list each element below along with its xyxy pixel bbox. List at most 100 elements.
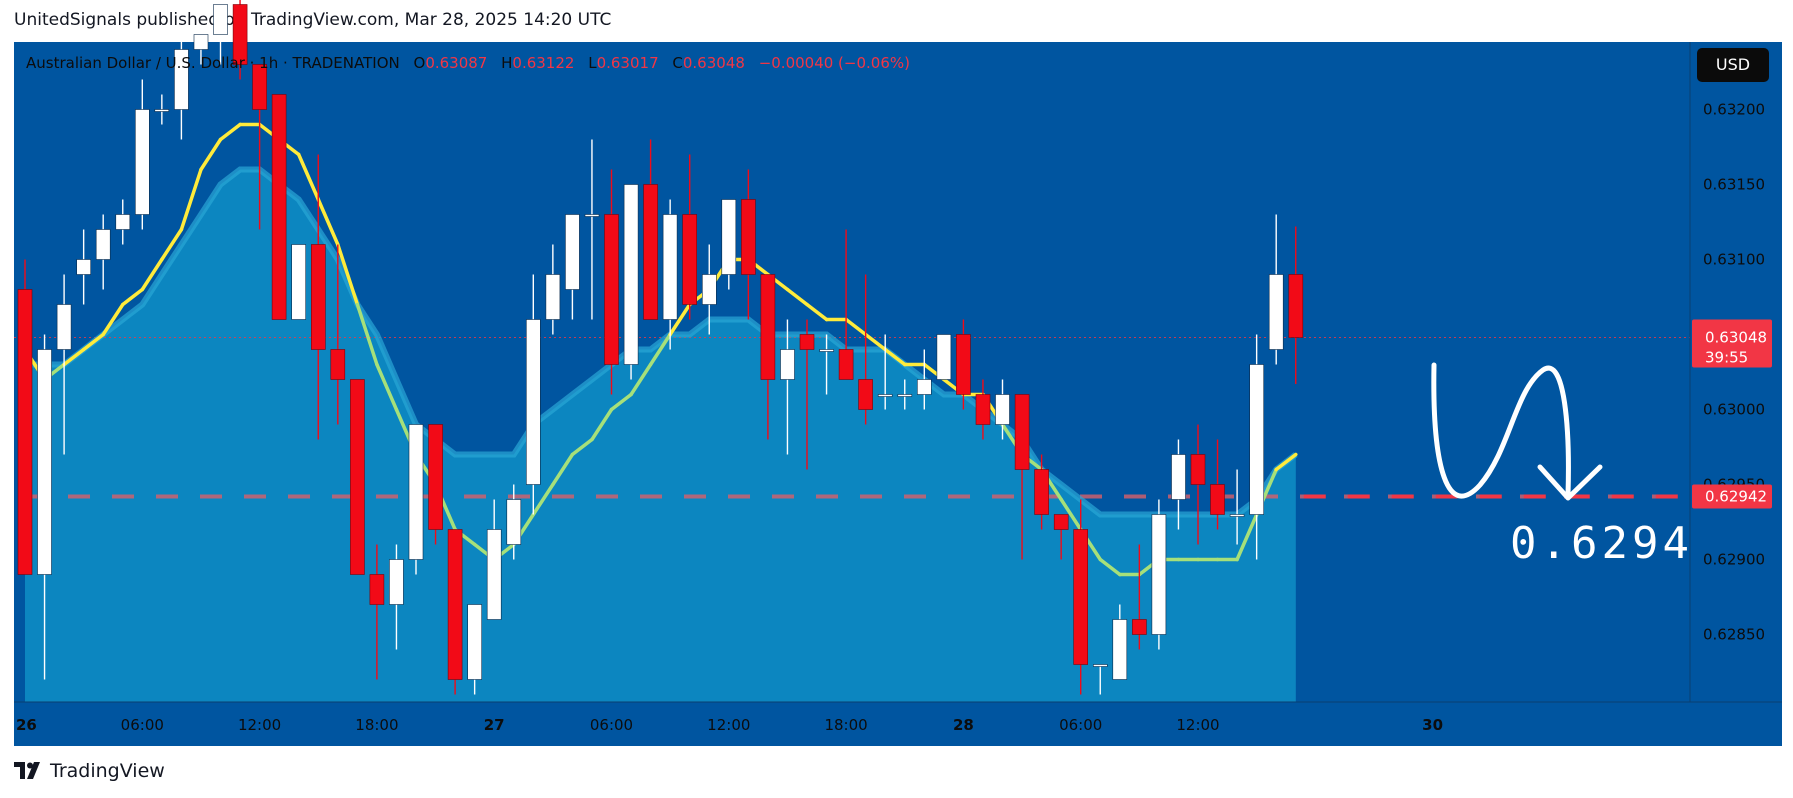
candle-body [838, 349, 854, 380]
candle-body [1112, 619, 1128, 680]
candle-body [135, 109, 150, 215]
y-tick-label: 0.63200 [1703, 101, 1765, 119]
candle-body [897, 394, 913, 397]
candle-body [956, 334, 971, 395]
price-tags: 0.63048 39:55 0.62942 [1692, 319, 1772, 509]
slow-ma-path [25, 166, 1298, 518]
slow-ma-fill [25, 169, 1296, 702]
fast-ma-segment [844, 317, 868, 337]
candle-body [1073, 529, 1088, 665]
candle-body [545, 274, 561, 320]
candle-body [369, 574, 385, 605]
symbol-name: Australian Dollar / U.S. Dollar · 1h · T… [26, 54, 400, 72]
candle-body [95, 229, 111, 260]
fast-ma-segment [140, 257, 164, 292]
candle-body [447, 529, 463, 680]
x-tick-label: 06:00 [121, 716, 164, 734]
candle-body [1151, 514, 1167, 635]
x-tick-label: 27 [484, 716, 505, 734]
time-axis: 26 06:00 12:00 18:00 27 06:00 12:00 18:00 28 06:0… [14, 701, 1782, 734]
x-tick-label: 12:00 [707, 716, 750, 734]
candle-body [271, 94, 287, 320]
target-price-tag [1692, 484, 1772, 509]
candle-body [252, 64, 267, 110]
candle-body [1229, 514, 1245, 517]
fast-ma-segment [785, 287, 809, 307]
candle-body [1014, 394, 1030, 470]
candle-body [1171, 454, 1186, 500]
candles [17, 0, 1304, 695]
candle-body [1268, 274, 1284, 350]
slow-ma-line [25, 166, 1298, 518]
x-tick-label: 30 [1422, 716, 1443, 734]
candle-body [213, 4, 228, 35]
candle-body [389, 559, 404, 605]
fast-ma-segment [336, 242, 360, 307]
fast-ma-segment [121, 287, 145, 307]
symbol-legend: Australian Dollar / U.S. Dollar · 1h · T… [26, 54, 910, 72]
candle-body [662, 214, 678, 320]
candle-body [193, 34, 209, 50]
projection-annotation: 0.6294 [1431, 362, 1689, 569]
candle-body [506, 499, 522, 545]
y-tick-label: 0.62850 [1703, 626, 1765, 644]
y-tick-label: 0.62900 [1703, 551, 1765, 569]
candle-body [467, 604, 483, 680]
candle-body [174, 49, 189, 110]
candle-body [1210, 484, 1225, 515]
fast-ma-line [23, 122, 1298, 577]
close-label: C [672, 54, 683, 72]
fast-ma-segment [668, 302, 692, 337]
candle-body [154, 109, 170, 112]
candle-body [1034, 469, 1049, 515]
y-tick-label: 0.63000 [1703, 401, 1765, 419]
x-tick-label: 18:00 [824, 716, 867, 734]
currency-button[interactable]: USD [1697, 48, 1769, 82]
candle-body [76, 259, 91, 275]
candle-body [858, 379, 873, 410]
candle-body [115, 214, 131, 230]
high-value: 0.63122 [512, 54, 575, 72]
x-tick-label: 12:00 [1176, 716, 1219, 734]
candle-body [310, 244, 326, 350]
countdown-label: 39:55 [1705, 349, 1748, 367]
y-tick-label: 0.63100 [1703, 251, 1765, 269]
tradingview-footer[interactable]: TradingView [14, 760, 165, 782]
fast-ma-segment [218, 122, 242, 142]
change-value: −0.00040 (−0.06%) [758, 54, 910, 72]
last-price-label: 0.63048 [1705, 329, 1767, 347]
candle-body [565, 214, 580, 290]
x-tick-label: 28 [953, 716, 974, 734]
candle-body [682, 214, 698, 305]
fast-ma-segment [1059, 497, 1083, 532]
candle-body [701, 274, 717, 305]
candle-body [1249, 364, 1264, 515]
fast-ma-segment [316, 197, 340, 247]
fast-ma-segment [81, 332, 105, 352]
publisher-line: UnitedSignals published on TradingView.c… [14, 10, 612, 30]
candle-body [291, 244, 307, 320]
candle-body [232, 4, 248, 65]
candle-body [1190, 454, 1206, 485]
open-label: O [413, 54, 426, 72]
candle-body [584, 214, 600, 217]
candle-body [877, 394, 893, 397]
fast-ma-segment [805, 302, 829, 322]
candle-body [525, 319, 541, 485]
candle-body [486, 529, 502, 620]
y-tick-label: 0.63150 [1703, 176, 1765, 194]
candle-body [741, 199, 756, 275]
candle-body [995, 394, 1010, 425]
x-tick-label: 06:00 [590, 716, 633, 734]
fast-ma-segment [609, 392, 633, 412]
candle-body [780, 349, 795, 380]
price-axis: 0.628500.629000.629500.630000.630500.631… [1689, 42, 1765, 702]
candle-body [1053, 514, 1069, 530]
fast-ma-segment [101, 302, 125, 337]
x-tick-label: 26 [16, 716, 37, 734]
candle-body [721, 199, 737, 275]
x-tick-label: 12:00 [238, 716, 281, 734]
fast-ma-segment [629, 362, 653, 397]
target-price-label: 0.62942 [1705, 488, 1767, 506]
